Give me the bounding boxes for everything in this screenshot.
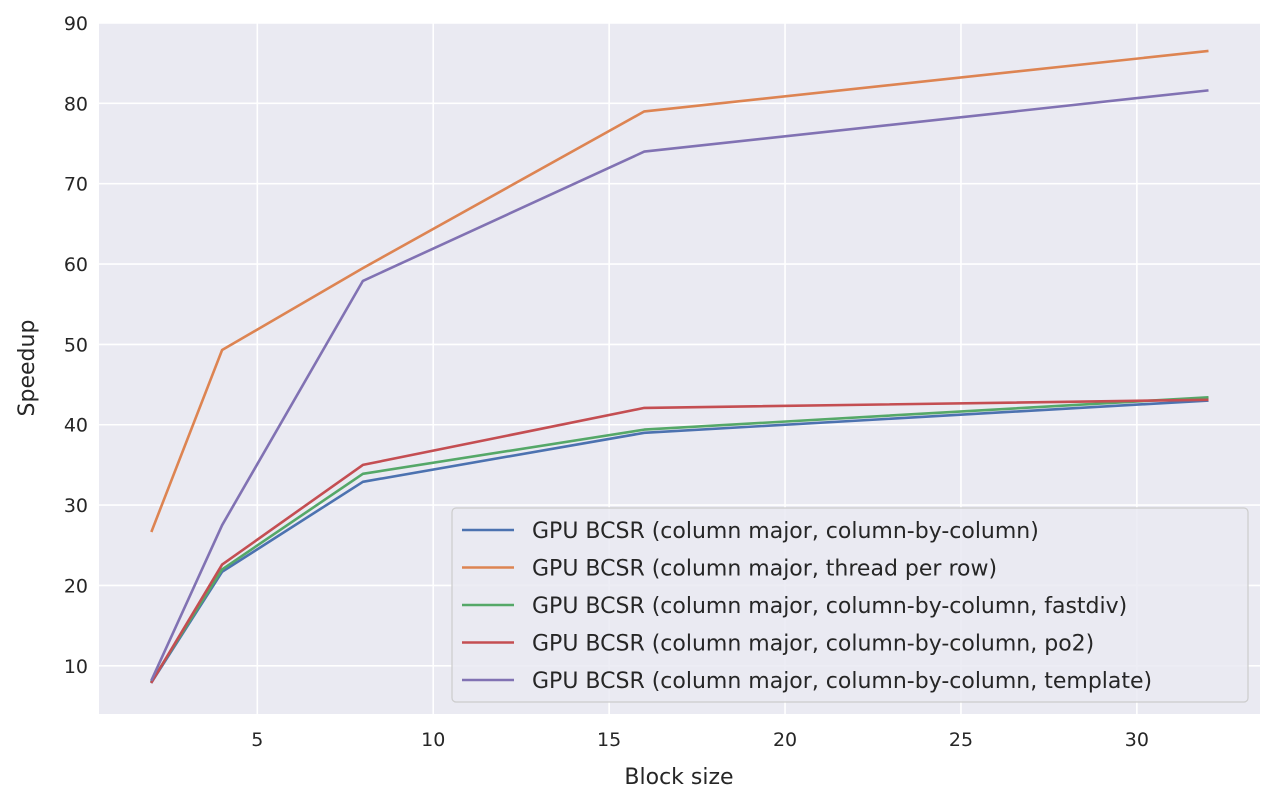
y-tick-label: 80: [64, 93, 88, 115]
legend-entry-4: GPU BCSR (column major, column-by-column…: [532, 632, 1094, 657]
x-tick-label: 20: [773, 729, 797, 751]
y-tick-label: 70: [64, 174, 88, 196]
series-line-4: [150, 398, 1209, 684]
y-tick-label: 40: [64, 415, 88, 437]
y-axis-label: Speedup: [15, 320, 40, 417]
legend-entry-2: GPU BCSR (column major, thread per row): [532, 557, 997, 582]
y-tick-label: 90: [64, 13, 88, 35]
series-line-3: [150, 396, 1209, 683]
x-tick-label: 5: [251, 729, 263, 751]
y-tick-label: 30: [64, 495, 88, 517]
legend-entry-1: GPU BCSR (column major, column-by-column…: [532, 519, 1039, 544]
series-line-5: [150, 89, 1209, 682]
legend-entry-5: GPU BCSR (column major, column-by-column…: [532, 669, 1152, 694]
grid: [99, 22, 1260, 714]
tick-labels: 5 10 15 20 25 30 10 20 30 40 50 60 70 80 90: [64, 13, 1149, 751]
series-line-2: [150, 49, 1209, 533]
y-tick-label: 50: [64, 334, 88, 356]
y-tick-label: 20: [64, 575, 88, 597]
legend-entry-3: GPU BCSR (column major, column-by-column…: [532, 594, 1127, 619]
x-axis-label: Block size: [624, 765, 733, 790]
legend-box: [451, 507, 1249, 703]
x-tick-label: 25: [949, 729, 973, 751]
series-lines: [150, 49, 1209, 684]
x-tick-label: 15: [597, 729, 621, 751]
y-tick-label: 60: [64, 254, 88, 276]
x-tick-label: 10: [421, 729, 445, 751]
legend: GPU BCSR (column major, column-by-column…: [451, 507, 1249, 703]
y-tick-label: 10: [64, 656, 88, 678]
x-tick-label: 30: [1125, 729, 1149, 751]
